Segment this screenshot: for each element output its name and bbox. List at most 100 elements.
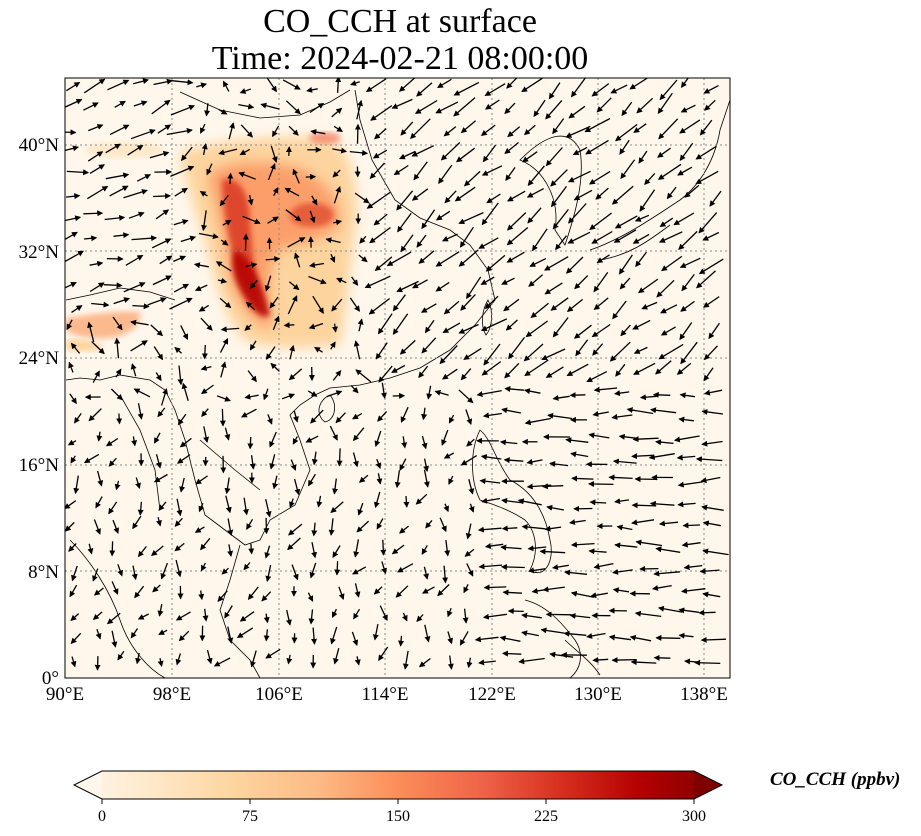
wind-arrow bbox=[399, 458, 407, 471]
wind-arrow bbox=[173, 219, 189, 226]
wind-arrow bbox=[700, 476, 721, 484]
wind-arrow bbox=[157, 407, 166, 418]
wind-arrow bbox=[570, 590, 594, 598]
wind-arrow bbox=[677, 501, 696, 508]
wind-arrow bbox=[306, 86, 318, 93]
wind-arrow bbox=[448, 475, 454, 485]
wind-arrow bbox=[68, 543, 77, 552]
wind-arrow bbox=[195, 475, 208, 485]
wind-arrow bbox=[307, 473, 316, 487]
wind-arrow bbox=[174, 517, 183, 527]
wind-arrow bbox=[458, 212, 484, 225]
wind-arrow bbox=[569, 519, 586, 526]
wind-arrow bbox=[131, 436, 138, 447]
wind-arrow bbox=[215, 261, 232, 272]
wind-arrow bbox=[153, 193, 171, 200]
wind-arrow bbox=[704, 99, 716, 111]
wind-arrow bbox=[180, 325, 189, 340]
wind-arrow bbox=[95, 496, 103, 509]
wind-arrow bbox=[400, 121, 414, 136]
wind-arrow bbox=[503, 457, 524, 464]
wind-arrow bbox=[287, 295, 298, 315]
wind-arrow bbox=[316, 495, 323, 508]
wind-arrow bbox=[588, 432, 610, 439]
wind-arrow bbox=[326, 390, 343, 398]
wind-arrow bbox=[703, 345, 718, 361]
wind-arrow bbox=[500, 544, 522, 551]
wind-arrow bbox=[437, 78, 452, 89]
colorbar-tick-label: 150 bbox=[386, 808, 410, 825]
wind-arrow bbox=[218, 148, 238, 156]
wind-arrow bbox=[311, 522, 318, 537]
wind-arrow bbox=[311, 627, 318, 645]
wind-arrow bbox=[694, 659, 721, 666]
wind-arrow bbox=[356, 99, 363, 120]
wind-arrow bbox=[544, 256, 569, 271]
wind-arrow bbox=[588, 481, 614, 488]
wind-arrow bbox=[701, 440, 723, 447]
wind-arrow bbox=[439, 517, 447, 533]
wind-arrow bbox=[105, 143, 121, 154]
wind-arrow bbox=[224, 477, 231, 495]
wind-arrow bbox=[73, 475, 80, 495]
wind-arrow bbox=[71, 305, 83, 313]
wind-arrow bbox=[545, 99, 563, 120]
wind-arrow bbox=[394, 470, 401, 489]
wind-arrow bbox=[636, 97, 654, 114]
wind-arrow bbox=[655, 634, 681, 641]
wind-arrow bbox=[480, 276, 495, 285]
wind-arrow bbox=[338, 586, 345, 600]
wind-arrow bbox=[263, 629, 270, 642]
wind-arrow bbox=[517, 498, 542, 506]
wind-arrow bbox=[175, 559, 182, 578]
wind-arrow bbox=[563, 630, 587, 637]
wind-arrow bbox=[533, 99, 546, 118]
wind-arrow bbox=[368, 297, 390, 315]
wind-arrow bbox=[373, 213, 388, 226]
wind-arrow bbox=[649, 500, 675, 507]
wind-arrow bbox=[679, 142, 694, 162]
wind-arrow bbox=[352, 412, 363, 420]
wind-arrow bbox=[571, 475, 594, 482]
wind-arrow bbox=[659, 79, 678, 101]
map-background bbox=[65, 78, 730, 678]
wind-arrow bbox=[481, 165, 503, 176]
wind-arrow bbox=[680, 300, 695, 312]
lat-tick-label: 16°N bbox=[19, 455, 60, 476]
wind-arrow bbox=[695, 170, 719, 185]
wind-arrow bbox=[411, 145, 434, 157]
wind-arrow bbox=[288, 523, 303, 536]
wind-arrow bbox=[263, 388, 269, 401]
lon-tick-label: 114°E bbox=[362, 684, 409, 705]
wind-arrow bbox=[593, 272, 609, 293]
wind-arrow bbox=[680, 104, 696, 113]
wind-arrow bbox=[281, 393, 296, 400]
wind-arrow bbox=[610, 84, 628, 94]
wind-arrow bbox=[392, 294, 406, 312]
wind-arrow bbox=[123, 189, 148, 199]
wind-arrow bbox=[311, 542, 318, 559]
wind-arrow bbox=[565, 256, 584, 274]
wind-arrow bbox=[106, 612, 121, 625]
wind-arrow bbox=[552, 317, 569, 338]
wind-arrow bbox=[551, 186, 568, 208]
wind-arrow bbox=[305, 173, 317, 180]
wind-arrow bbox=[571, 78, 587, 98]
wind-arrow bbox=[220, 326, 240, 333]
wind-arrow bbox=[632, 233, 650, 244]
wind-arrow bbox=[270, 362, 280, 372]
wind-arrow bbox=[614, 542, 638, 549]
wind-arrow bbox=[415, 493, 428, 505]
wind-arrow bbox=[506, 78, 518, 89]
wind-arrow bbox=[336, 448, 343, 467]
wind-arrow bbox=[412, 279, 428, 289]
wind-arrow bbox=[680, 78, 689, 89]
wind-arrow bbox=[486, 193, 501, 204]
wind-arrow bbox=[526, 458, 543, 465]
wind-arrow bbox=[332, 370, 342, 381]
wind-arrow bbox=[177, 413, 187, 426]
wind-arrow bbox=[200, 123, 206, 134]
wind-arrow bbox=[249, 340, 257, 351]
wind-arrow bbox=[70, 455, 77, 464]
wind-arrow bbox=[523, 343, 544, 362]
